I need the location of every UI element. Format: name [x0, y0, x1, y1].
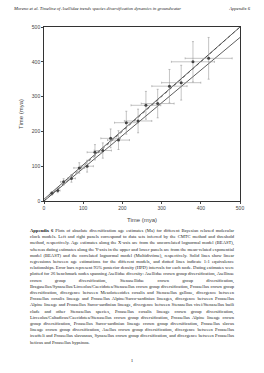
svg-text:500: 500	[236, 205, 245, 211]
svg-text:Time (mya): Time (mya)	[127, 217, 157, 223]
html-text:Appendix 6 Plots of absolute d: Appendix 6 Plots of absolute diversifica…	[30, 228, 234, 345]
svg-text:400: 400	[197, 205, 206, 211]
svg-text:500: 500	[32, 24, 41, 30]
svg-text:200: 200	[32, 128, 41, 134]
svg-text:100: 100	[32, 163, 41, 169]
svg-text:0: 0	[37, 198, 40, 204]
svg-text:300: 300	[157, 205, 166, 211]
html-text:Moreno et al. Timeline of Asel: Moreno et al. Timeline of Asellidae tren…	[14, 6, 182, 11]
svg-text:0: 0	[43, 205, 46, 211]
html-text:Appendix 6: Appendix 6	[229, 6, 250, 11]
svg-text:Time (mya): Time (mya)	[18, 99, 24, 129]
svg-text:100: 100	[79, 205, 88, 211]
svg-text:400: 400	[32, 59, 41, 65]
svg-text:300: 300	[32, 93, 41, 99]
svg-text:200: 200	[118, 205, 127, 211]
html-text:1: 1	[130, 358, 134, 363]
